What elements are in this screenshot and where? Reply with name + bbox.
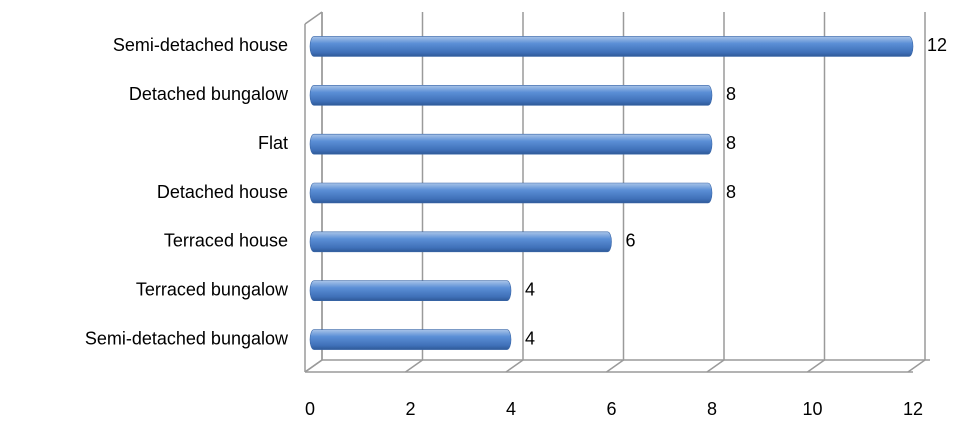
y-tick-label: Flat xyxy=(258,133,288,153)
x-tick-label: 6 xyxy=(606,399,616,419)
data-label: 8 xyxy=(726,133,736,153)
x-tick-label: 2 xyxy=(405,399,415,419)
y-tick-label: Semi-detached house xyxy=(113,35,288,55)
data-label: 4 xyxy=(525,279,535,299)
bar xyxy=(309,36,914,57)
x-tick-label: 0 xyxy=(305,399,315,419)
grid-line xyxy=(304,359,323,373)
grid-line xyxy=(907,359,926,373)
y-tick-label: Detached bungalow xyxy=(129,84,289,104)
grid-line xyxy=(807,359,825,373)
data-label: 4 xyxy=(525,328,535,348)
y-tick-label: Detached house xyxy=(157,182,288,202)
bar xyxy=(309,133,713,155)
data-label: 6 xyxy=(626,231,636,251)
grid-line xyxy=(706,359,725,373)
y-tick-label: Semi-detached bungalow xyxy=(85,328,289,348)
bar xyxy=(309,329,512,350)
grid-line xyxy=(505,359,524,373)
grid-line xyxy=(606,359,624,373)
data-label: 12 xyxy=(927,35,947,55)
bar xyxy=(309,182,713,204)
x-tick-label: 12 xyxy=(903,399,923,419)
y-tick-label: Terraced house xyxy=(164,231,288,251)
wall-top-edge xyxy=(304,11,323,25)
bar xyxy=(309,84,713,106)
x-tick-label: 4 xyxy=(506,399,516,419)
x-tick-label: 10 xyxy=(802,399,822,419)
data-label: 8 xyxy=(726,84,736,104)
x-tick-label: 8 xyxy=(707,399,717,419)
data-label: 8 xyxy=(726,182,736,202)
grid-line xyxy=(405,359,423,373)
bar xyxy=(309,280,512,302)
bar xyxy=(309,231,612,253)
y-tick-label: Terraced bungalow xyxy=(136,279,289,299)
